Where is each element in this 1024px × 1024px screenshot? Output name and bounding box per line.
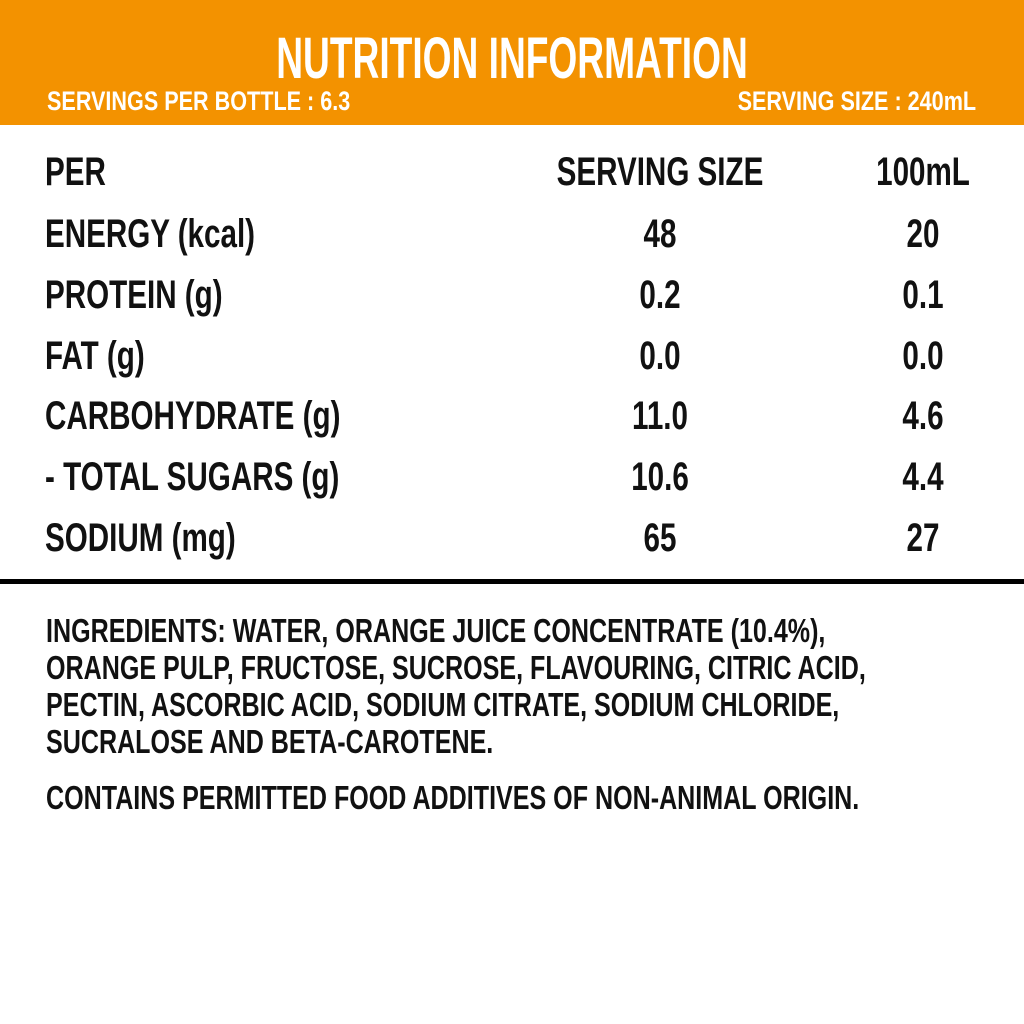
column-header-100ml: 100mL <box>876 150 970 194</box>
row-value-serving: 11.0 <box>632 394 688 438</box>
column-header-serving-size: SERVING SIZE <box>556 150 764 194</box>
ingredients-line: PECTIN, ASCORBIC ACID, SODIUM CITRATE, S… <box>46 686 840 723</box>
ingredients-line: SUCRALOSE AND BETA-CAROTENE. <box>46 723 494 760</box>
row-value-serving: 0.0 <box>639 334 681 378</box>
row-value-serving: 48 <box>643 212 677 256</box>
row-value-100ml: 27 <box>906 516 940 560</box>
ingredients-line: ORANGE PULP, FRUCTOSE, SUCROSE, FLAVOURI… <box>46 649 866 686</box>
divider <box>0 579 1024 584</box>
ingredients-line: INGREDIENTS: WATER, ORANGE JUICE CONCENT… <box>46 612 826 649</box>
row-value-serving: 10.6 <box>631 455 689 499</box>
row-value-100ml: 4.6 <box>902 394 944 438</box>
header-band <box>0 0 1024 125</box>
row-label: CARBOHYDRATE (g) <box>45 394 341 438</box>
row-value-100ml: 20 <box>906 212 940 256</box>
row-label: SODIUM (mg) <box>45 516 236 560</box>
row-value-serving: 0.2 <box>639 273 681 317</box>
label-title: NUTRITION INFORMATION <box>276 26 748 91</box>
row-value-serving: 65 <box>643 516 677 560</box>
row-value-100ml: 4.4 <box>902 455 944 499</box>
column-header-per: PER <box>45 150 106 194</box>
row-label: FAT (g) <box>45 334 145 378</box>
row-label: - TOTAL SUGARS (g) <box>45 455 340 499</box>
serving-size: SERVING SIZE : 240mL <box>737 86 976 116</box>
row-label: PROTEIN (g) <box>45 273 223 317</box>
row-label: ENERGY (kcal) <box>45 212 256 256</box>
row-value-100ml: 0.0 <box>902 334 944 378</box>
additives-note: CONTAINS PERMITTED FOOD ADDITIVES OF NON… <box>46 779 860 816</box>
row-value-100ml: 0.1 <box>902 273 944 317</box>
servings-per-bottle: SERVINGS PER BOTTLE : 6.3 <box>47 86 351 116</box>
